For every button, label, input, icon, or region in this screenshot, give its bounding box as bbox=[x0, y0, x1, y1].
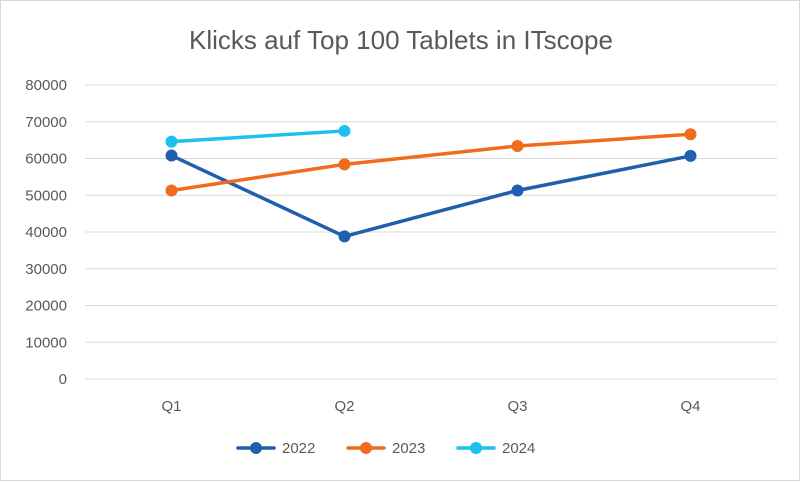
gridlines bbox=[85, 84, 777, 380]
series-line bbox=[169, 132, 693, 193]
legend-label: 2024 bbox=[502, 440, 535, 457]
series-2022 bbox=[165, 149, 697, 243]
y-tick-label: 40000 bbox=[25, 224, 67, 241]
legend-item: 2023 bbox=[346, 440, 425, 457]
data-point bbox=[165, 149, 178, 162]
y-tick-label: 80000 bbox=[25, 77, 67, 94]
x-tick-label: Q2 bbox=[334, 398, 354, 415]
y-tick-label: 0 bbox=[59, 371, 67, 388]
series-line bbox=[169, 129, 347, 144]
legend-marker bbox=[250, 442, 262, 454]
y-tick-label: 20000 bbox=[25, 298, 67, 315]
x-axis: Q1 Q2 Q3 Q4 bbox=[161, 398, 700, 415]
legend: 2022 2023 2024 bbox=[236, 440, 535, 457]
y-tick-label: 60000 bbox=[25, 151, 67, 168]
data-point bbox=[511, 184, 524, 197]
data-point bbox=[338, 230, 351, 243]
data-point bbox=[338, 158, 351, 171]
series-layer bbox=[165, 124, 697, 243]
legend-label: 2022 bbox=[282, 440, 315, 457]
data-point bbox=[165, 184, 178, 197]
y-axis: 0 10000 20000 30000 40000 50000 60000 70000 8000… bbox=[25, 77, 67, 388]
x-tick-label: Q3 bbox=[507, 398, 527, 415]
legend-item: 2024 bbox=[456, 440, 535, 457]
y-tick-label: 10000 bbox=[25, 334, 67, 351]
series-line bbox=[169, 153, 693, 239]
legend-label: 2023 bbox=[392, 440, 425, 457]
x-tick-label: Q1 bbox=[161, 398, 181, 415]
legend-item: 2022 bbox=[236, 440, 315, 457]
y-tick-label: 30000 bbox=[25, 261, 67, 278]
data-point bbox=[165, 135, 178, 148]
legend-marker bbox=[360, 442, 372, 454]
data-point bbox=[684, 128, 697, 141]
data-point bbox=[684, 149, 697, 162]
data-point bbox=[511, 140, 524, 153]
chart-title: Klicks auf Top 100 Tablets in ITscope bbox=[189, 25, 613, 55]
y-tick-label: 50000 bbox=[25, 187, 67, 204]
x-tick-label: Q4 bbox=[680, 398, 700, 415]
series-2024 bbox=[165, 124, 351, 148]
legend-marker bbox=[470, 442, 482, 454]
series-2023 bbox=[165, 128, 697, 197]
data-point bbox=[338, 124, 351, 137]
y-tick-label: 70000 bbox=[25, 114, 67, 131]
